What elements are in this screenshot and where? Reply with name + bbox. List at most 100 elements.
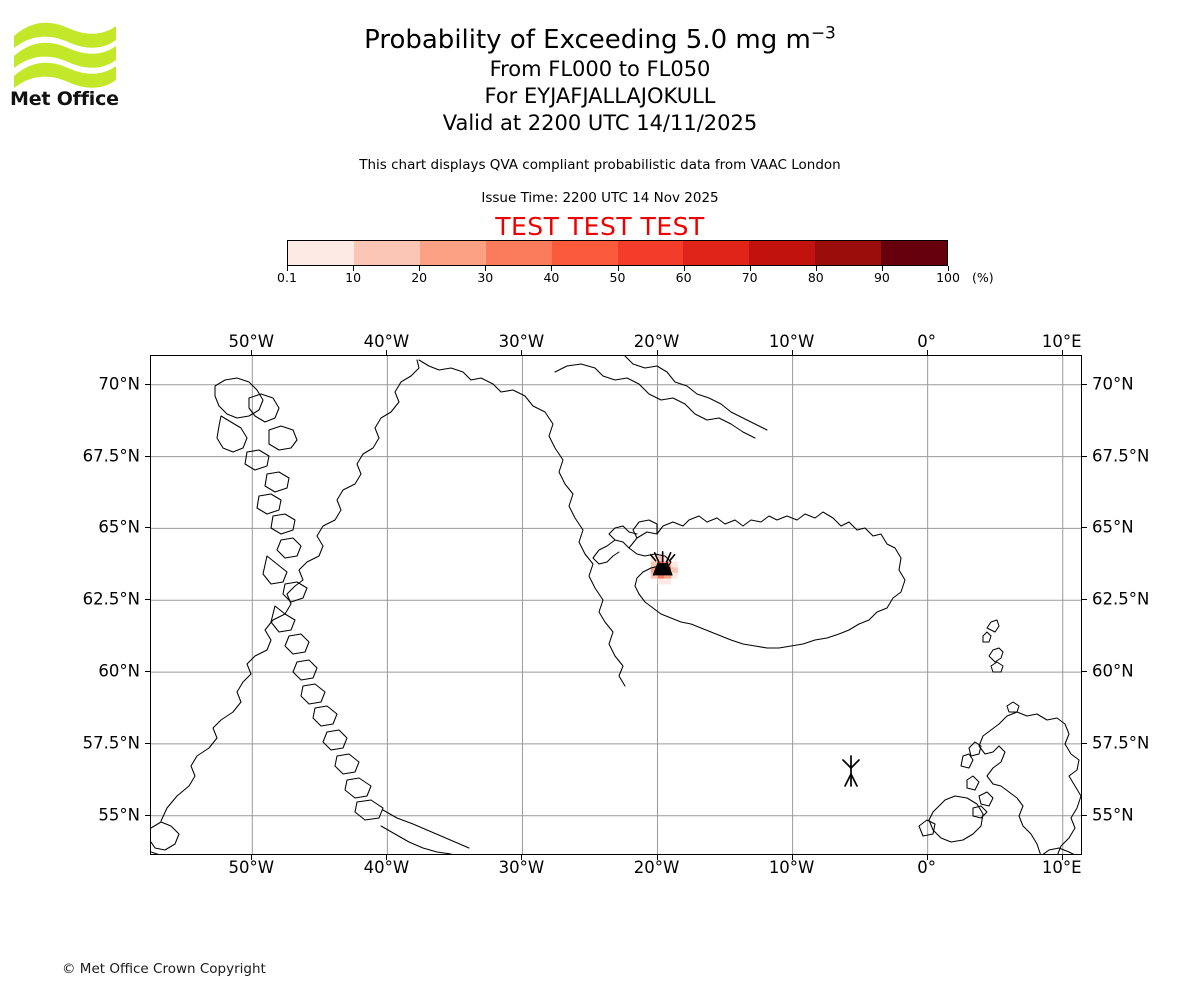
colorbar-band-8 xyxy=(815,241,882,265)
colorbar-band-0 xyxy=(288,241,354,265)
lat-tick-label-left-5: 57.5°N xyxy=(82,733,140,753)
lon-tick-mark-4-0 xyxy=(791,350,793,355)
ash-cell-3 xyxy=(650,561,658,568)
lon-tick-mark-0-0 xyxy=(251,350,253,355)
volcano-stroke xyxy=(653,551,660,563)
lon-tick-label-top-1: 40°W xyxy=(363,332,410,351)
lon-tick-label-bottom-5: 0° xyxy=(917,858,937,877)
coastlines-secondary xyxy=(151,356,1081,854)
ash-cell-6 xyxy=(671,561,678,568)
colorbar-tick-1 xyxy=(353,266,355,271)
test-banner: TEST TEST TEST xyxy=(495,212,705,241)
colorbar-tick-label-8: 80 xyxy=(807,270,824,285)
met-office-logo-text: Met Office xyxy=(10,88,119,110)
colorbar-tick-10 xyxy=(948,266,949,271)
colorbar-band-4 xyxy=(551,241,618,265)
qva-disclaimer: This chart displays QVA compliant probab… xyxy=(359,157,841,173)
ash-cell-13 xyxy=(664,572,672,579)
lat-tick-label-left-6: 55°N xyxy=(98,805,140,825)
lat-tick-label-right-1: 67.5°N xyxy=(1092,446,1150,466)
lat-tick-label-left-0: 70°N xyxy=(98,374,140,394)
colorbar-tick-9 xyxy=(881,266,883,271)
lon-tick-mark-2-0 xyxy=(521,350,523,355)
valid-time-subtitle: Valid at 2200 UTC 14/11/2025 xyxy=(442,111,758,135)
lon-tick-mark-4-1 xyxy=(791,855,793,860)
map-gridlines xyxy=(151,356,1081,854)
volcano-stroke xyxy=(668,553,676,562)
colorbar-tick-3 xyxy=(485,266,487,271)
page-title-superscript: −3 xyxy=(810,23,836,44)
colorbar-unit-label: (%) xyxy=(972,270,994,285)
issue-time-label: Issue Time: 2200 UTC 14 Nov 2025 xyxy=(481,190,719,206)
colorbar-band-7 xyxy=(749,241,816,265)
lat-tick-mark-2-1 xyxy=(1082,527,1087,529)
lon-tick-mark-6-0 xyxy=(1061,350,1063,355)
colorbar-tick-label-3: 30 xyxy=(477,270,494,285)
lon-tick-mark-3-1 xyxy=(656,855,658,860)
colorbar-tick-2 xyxy=(419,266,421,271)
lon-tick-label-top-3: 20°W xyxy=(633,332,680,351)
volcano-stroke xyxy=(652,560,660,576)
chart-title-block: Probability of Exceeding 5.0 mg m−3 From… xyxy=(0,24,1200,137)
lon-tick-label-top-0: 50°W xyxy=(228,332,275,351)
ash-cell-14 xyxy=(671,572,678,579)
colorbar-band-2 xyxy=(419,241,486,265)
ash-cell-12 xyxy=(657,572,665,579)
page-title-text: Probability of Exceeding 5.0 mg m xyxy=(364,25,811,55)
colorbar-tick-label-0: 0.1 xyxy=(277,270,297,285)
colorbar-band-1 xyxy=(353,241,420,265)
lat-tick-label-left-4: 60°N xyxy=(98,661,140,681)
colorbar-band-5 xyxy=(617,241,684,265)
lat-tick-label-left-3: 62.5°N xyxy=(82,589,140,609)
flight-level-subtitle: From FL000 to FL050 xyxy=(489,57,711,81)
lat-tick-mark-5-1 xyxy=(1082,742,1087,744)
ash-cell-10 xyxy=(671,567,678,573)
lon-tick-label-bottom-1: 40°W xyxy=(363,858,410,877)
lon-tick-label-bottom-6: 10°E xyxy=(1041,858,1082,877)
lon-tick-mark-6-1 xyxy=(1061,855,1063,860)
colorbar-tick-7 xyxy=(749,266,751,271)
ash-cell-7 xyxy=(650,567,658,573)
lat-tick-mark-6-0 xyxy=(145,814,150,816)
colorbar-tick-5 xyxy=(617,266,619,271)
lon-tick-mark-1-1 xyxy=(386,855,388,860)
lat-tick-mark-5-0 xyxy=(145,742,150,744)
volcano-cone xyxy=(652,563,673,576)
colorbar-tick-4 xyxy=(551,266,553,271)
colorbar-tick-label-5: 50 xyxy=(609,270,626,285)
lat-tick-mark-3-1 xyxy=(1082,599,1087,601)
met-office-logo-waves xyxy=(14,22,116,88)
lon-tick-label-top-2: 30°W xyxy=(498,332,545,351)
lon-tick-mark-0-1 xyxy=(251,855,253,860)
lon-tick-mark-2-1 xyxy=(521,855,523,860)
lon-tick-label-bottom-0: 50°W xyxy=(228,858,275,877)
lat-tick-label-left-2: 65°N xyxy=(98,517,140,537)
lat-tick-mark-0-1 xyxy=(1082,383,1087,385)
lat-tick-label-right-6: 55°N xyxy=(1092,805,1134,825)
lon-tick-mark-1-0 xyxy=(386,350,388,355)
colorbar-band-9 xyxy=(881,241,948,265)
ash-cell-16 xyxy=(664,578,672,585)
lon-tick-label-bottom-4: 10°W xyxy=(768,858,815,877)
lat-tick-label-right-5: 57.5°N xyxy=(1092,733,1150,753)
colorbar-tick-label-9: 90 xyxy=(873,270,890,285)
map-plot-area xyxy=(150,355,1082,855)
volcano-name-subtitle: For EYJAFJALLAJOKULL xyxy=(484,84,716,108)
lat-tick-mark-0-0 xyxy=(145,383,150,385)
lat-tick-mark-4-0 xyxy=(145,671,150,673)
colorbar-band-3 xyxy=(485,241,552,265)
met-office-logo xyxy=(10,18,120,113)
volcano-stroke xyxy=(649,553,657,562)
lon-tick-label-top-6: 10°E xyxy=(1041,332,1082,351)
lat-tick-mark-4-1 xyxy=(1082,671,1087,673)
colorbar-tick-label-10: 100 xyxy=(936,270,960,285)
lat-tick-label-left-1: 67.5°N xyxy=(82,446,140,466)
colorbar-tick-label-6: 60 xyxy=(675,270,692,285)
ash-cell-1 xyxy=(657,555,665,562)
colorbar-tick-6 xyxy=(683,266,685,271)
lat-tick-label-right-0: 70°N xyxy=(1092,374,1134,394)
lon-tick-mark-3-0 xyxy=(656,350,658,355)
lat-tick-label-right-4: 60°N xyxy=(1092,661,1134,681)
lon-tick-mark-5-0 xyxy=(926,350,928,355)
